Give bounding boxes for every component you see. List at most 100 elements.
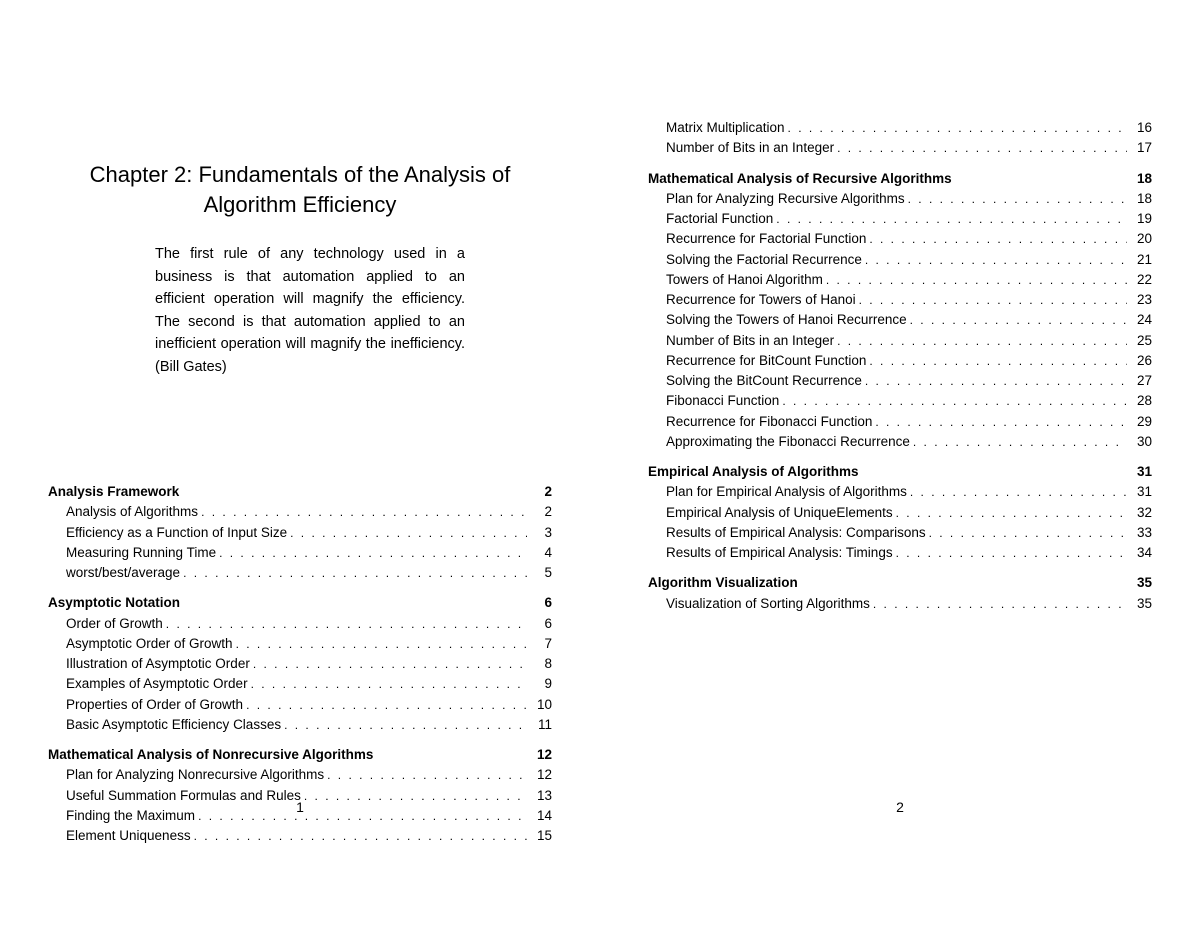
toc-entry: worst/best/average5: [48, 563, 552, 583]
toc-dots: [910, 311, 1127, 329]
toc-dots: [782, 392, 1127, 410]
toc-section-title: Analysis Framework: [48, 482, 179, 502]
toc-entry-page: 34: [1130, 543, 1152, 563]
toc-section-header: Empirical Analysis of Algorithms31: [648, 462, 1152, 482]
toc-entry-title: Number of Bits in an Integer: [666, 138, 834, 158]
toc-section: Asymptotic Notation6Order of Growth6Asym…: [48, 593, 552, 735]
toc-entry: Results of Empirical Analysis: Compariso…: [648, 523, 1152, 543]
toc-entry-title: Number of Bits in an Integer: [666, 331, 834, 351]
toc-entry-title: Solving the Factorial Recurrence: [666, 250, 862, 270]
toc-entry: Basic Asymptotic Efficiency Classes 11: [48, 715, 552, 735]
toc-section-page: 12: [530, 745, 552, 765]
toc-entry-page: 4: [530, 543, 552, 563]
toc-section-title: Algorithm Visualization: [648, 573, 798, 593]
toc-dots: [865, 372, 1127, 390]
toc-dots: [873, 595, 1127, 613]
toc-entry-page: 21: [1130, 250, 1152, 270]
toc-dots: [929, 524, 1127, 542]
toc-entry: Asymptotic Order of Growth7: [48, 634, 552, 654]
toc-dots: [788, 119, 1127, 137]
toc-entry-page: 24: [1130, 310, 1152, 330]
toc-entry-page: 2: [530, 502, 552, 522]
toc-entry: Plan for Analyzing Recursive Algorithms1…: [648, 189, 1152, 209]
toc-section-page: 35: [1130, 573, 1152, 593]
toc-section-header: Asymptotic Notation 6: [48, 593, 552, 613]
toc-entry: Plan for Analyzing Nonrecursive Algorith…: [48, 765, 552, 785]
toc-entry-page: 33: [1130, 523, 1152, 543]
toc-entry-page: 16: [1130, 118, 1152, 138]
toc-section-header: Mathematical Analysis of Nonrecursive Al…: [48, 745, 552, 765]
toc-section-title: Asymptotic Notation: [48, 593, 180, 613]
toc-section: Empirical Analysis of Algorithms31Plan f…: [648, 462, 1152, 563]
toc-entry: Recurrence for Fibonacci Function 29: [648, 412, 1152, 432]
toc-section-page: 18: [1130, 169, 1152, 189]
toc-entry-page: 31: [1130, 482, 1152, 502]
toc-entry-page: 32: [1130, 503, 1152, 523]
toc-section-header: Algorithm Visualization 35: [648, 573, 1152, 593]
toc-dots: [194, 827, 527, 845]
toc-dots: [865, 251, 1127, 269]
toc-entry-page: 11: [530, 715, 552, 735]
toc-entry-title: Efficiency as a Function of Input Size: [66, 523, 287, 543]
toc-entry: Illustration of Asymptotic Order8: [48, 654, 552, 674]
toc-entry-title: Results of Empirical Analysis: Compariso…: [666, 523, 926, 543]
toc-dots: [875, 413, 1127, 431]
toc-entry-title: Recurrence for BitCount Function: [666, 351, 866, 371]
toc-dots: [908, 190, 1127, 208]
toc-entry-title: Basic Asymptotic Efficiency Classes: [66, 715, 281, 735]
toc-entry-title: Fibonacci Function: [666, 391, 779, 411]
toc-section-header: Mathematical Analysis of Recursive Algor…: [648, 169, 1152, 189]
toc-entry-title: Recurrence for Factorial Function: [666, 229, 866, 249]
toc-section-title: Mathematical Analysis of Nonrecursive Al…: [48, 745, 373, 765]
toc-entry: Fibonacci Function28: [648, 391, 1152, 411]
toc-entry-page: 26: [1130, 351, 1152, 371]
toc-entry: Analysis of Algorithms 2: [48, 502, 552, 522]
toc-entry-title: Recurrence for Fibonacci Function: [666, 412, 872, 432]
toc-entry-page: 9: [530, 674, 552, 694]
toc-entry: Recurrence for BitCount Function 26: [648, 351, 1152, 371]
toc-dots: [859, 291, 1127, 309]
toc-entry-title: Visualization of Sorting Algorithms: [666, 594, 870, 614]
toc-dots: [896, 544, 1127, 562]
toc-entry-title: Approximating the Fibonacci Recurrence: [666, 432, 910, 452]
toc-entry: Efficiency as a Function of Input Size3: [48, 523, 552, 543]
toc-section: Mathematical Analysis of Recursive Algor…: [648, 169, 1152, 453]
toc-dots: [913, 433, 1127, 451]
toc-dots: [826, 271, 1127, 289]
toc-entry: Solving the Towers of Hanoi Recurrence24: [648, 310, 1152, 330]
toc-continuation: Matrix Multiplication16Number of Bits in…: [648, 118, 1152, 159]
toc-entry-title: Examples of Asymptotic Order: [66, 674, 248, 694]
toc-entry: Matrix Multiplication16: [648, 118, 1152, 138]
toc-dots: [869, 230, 1127, 248]
toc-entry: Visualization of Sorting Algorithms 35: [648, 594, 1152, 614]
toc-dots: [183, 564, 527, 582]
toc-dots: [869, 352, 1127, 370]
toc-entry: Measuring Running Time4: [48, 543, 552, 563]
toc-entry: Factorial Function19: [648, 209, 1152, 229]
toc-entry-page: 29: [1130, 412, 1152, 432]
toc-section-page: 6: [530, 593, 552, 613]
toc-entry: Empirical Analysis of UniqueElements 32: [648, 503, 1152, 523]
toc-entry-page: 17: [1130, 138, 1152, 158]
toc-section-page: 31: [1130, 462, 1152, 482]
toc-entry-title: Factorial Function: [666, 209, 773, 229]
toc-dots: [837, 332, 1127, 350]
toc-dots: [236, 635, 527, 653]
toc-entry: Examples of Asymptotic Order 9: [48, 674, 552, 694]
toc-entry: Recurrence for Towers of Hanoi23: [648, 290, 1152, 310]
toc-section: Algorithm Visualization35Visualization o…: [648, 573, 1152, 614]
toc-entry-title: Empirical Analysis of UniqueElements: [666, 503, 893, 523]
toc-entry-title: Analysis of Algorithms: [66, 502, 198, 522]
toc-entry-title: Plan for Empirical Analysis of Algorithm…: [666, 482, 907, 502]
toc-entry-title: Recurrence for Towers of Hanoi: [666, 290, 856, 310]
toc-entry-title: Plan for Analyzing Recursive Algorithms: [666, 189, 905, 209]
page-number-left: 1: [0, 799, 600, 815]
toc-entry-title: Solving the BitCount Recurrence: [666, 371, 862, 391]
chapter-quote: The first rule of any technology used in…: [135, 243, 465, 378]
toc-dots: [896, 504, 1127, 522]
page-number-right: 2: [600, 799, 1200, 815]
toc-entry: Plan for Empirical Analysis of Algorithm…: [648, 482, 1152, 502]
toc-entry: Properties of Order of Growth10: [48, 695, 552, 715]
toc-gap: [48, 378, 552, 472]
toc-entry-page: 35: [1130, 594, 1152, 614]
